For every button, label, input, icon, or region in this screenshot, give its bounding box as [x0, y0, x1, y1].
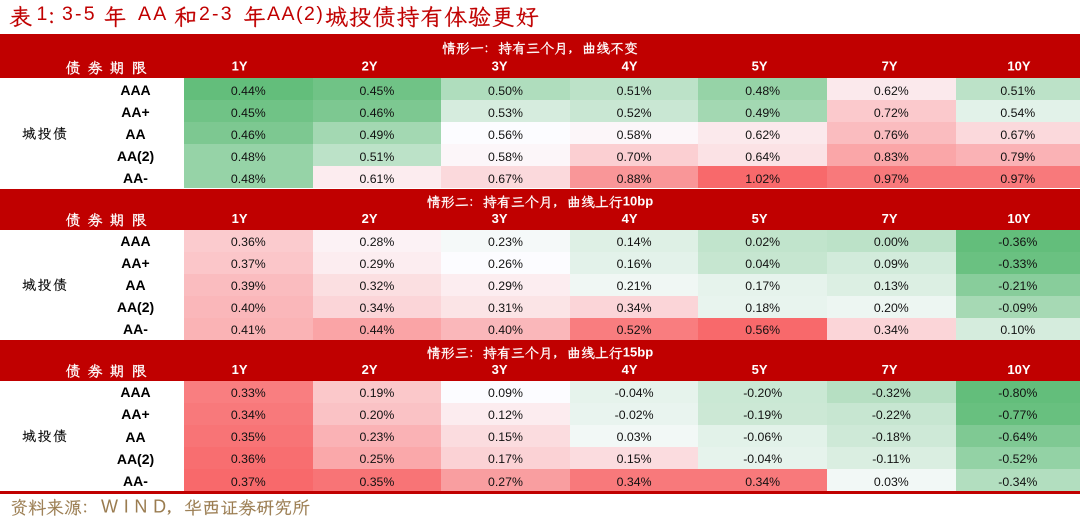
- svg-text:15bp: 15bp: [623, 345, 653, 360]
- svg-text:10Y: 10Y: [1007, 211, 1030, 226]
- svg-text:3Y: 3Y: [492, 59, 508, 74]
- svg-text:3-5: 3-5: [62, 3, 97, 25]
- svg-text:7Y: 7Y: [882, 362, 898, 377]
- svg-text:2Y: 2Y: [362, 211, 378, 226]
- svg-text:AA: AA: [138, 3, 168, 25]
- svg-text:10Y: 10Y: [1007, 59, 1030, 74]
- svg-text:1: 1: [37, 3, 50, 25]
- svg-text:3Y: 3Y: [492, 211, 508, 226]
- svg-text:10Y: 10Y: [1007, 362, 1030, 377]
- svg-text:7Y: 7Y: [882, 59, 898, 74]
- svg-text:7Y: 7Y: [882, 211, 898, 226]
- svg-text:1Y: 1Y: [232, 362, 248, 377]
- svg-text:1Y: 1Y: [232, 211, 248, 226]
- svg-text:AA(2): AA(2): [267, 3, 324, 25]
- svg-text:4Y: 4Y: [622, 59, 638, 74]
- svg-text:3Y: 3Y: [492, 362, 508, 377]
- svg-text:4Y: 4Y: [622, 362, 638, 377]
- svg-text:1Y: 1Y: [232, 59, 248, 74]
- svg-text:5Y: 5Y: [752, 362, 768, 377]
- svg-text:2Y: 2Y: [362, 59, 378, 74]
- svg-text:WIND: WIND: [101, 497, 172, 517]
- svg-text:5Y: 5Y: [752, 211, 768, 226]
- svg-text:10bp: 10bp: [623, 194, 653, 209]
- svg-text:4Y: 4Y: [622, 211, 638, 226]
- svg-text:2-3: 2-3: [199, 3, 234, 25]
- svg-text:2Y: 2Y: [362, 362, 378, 377]
- svg-text:5Y: 5Y: [752, 59, 768, 74]
